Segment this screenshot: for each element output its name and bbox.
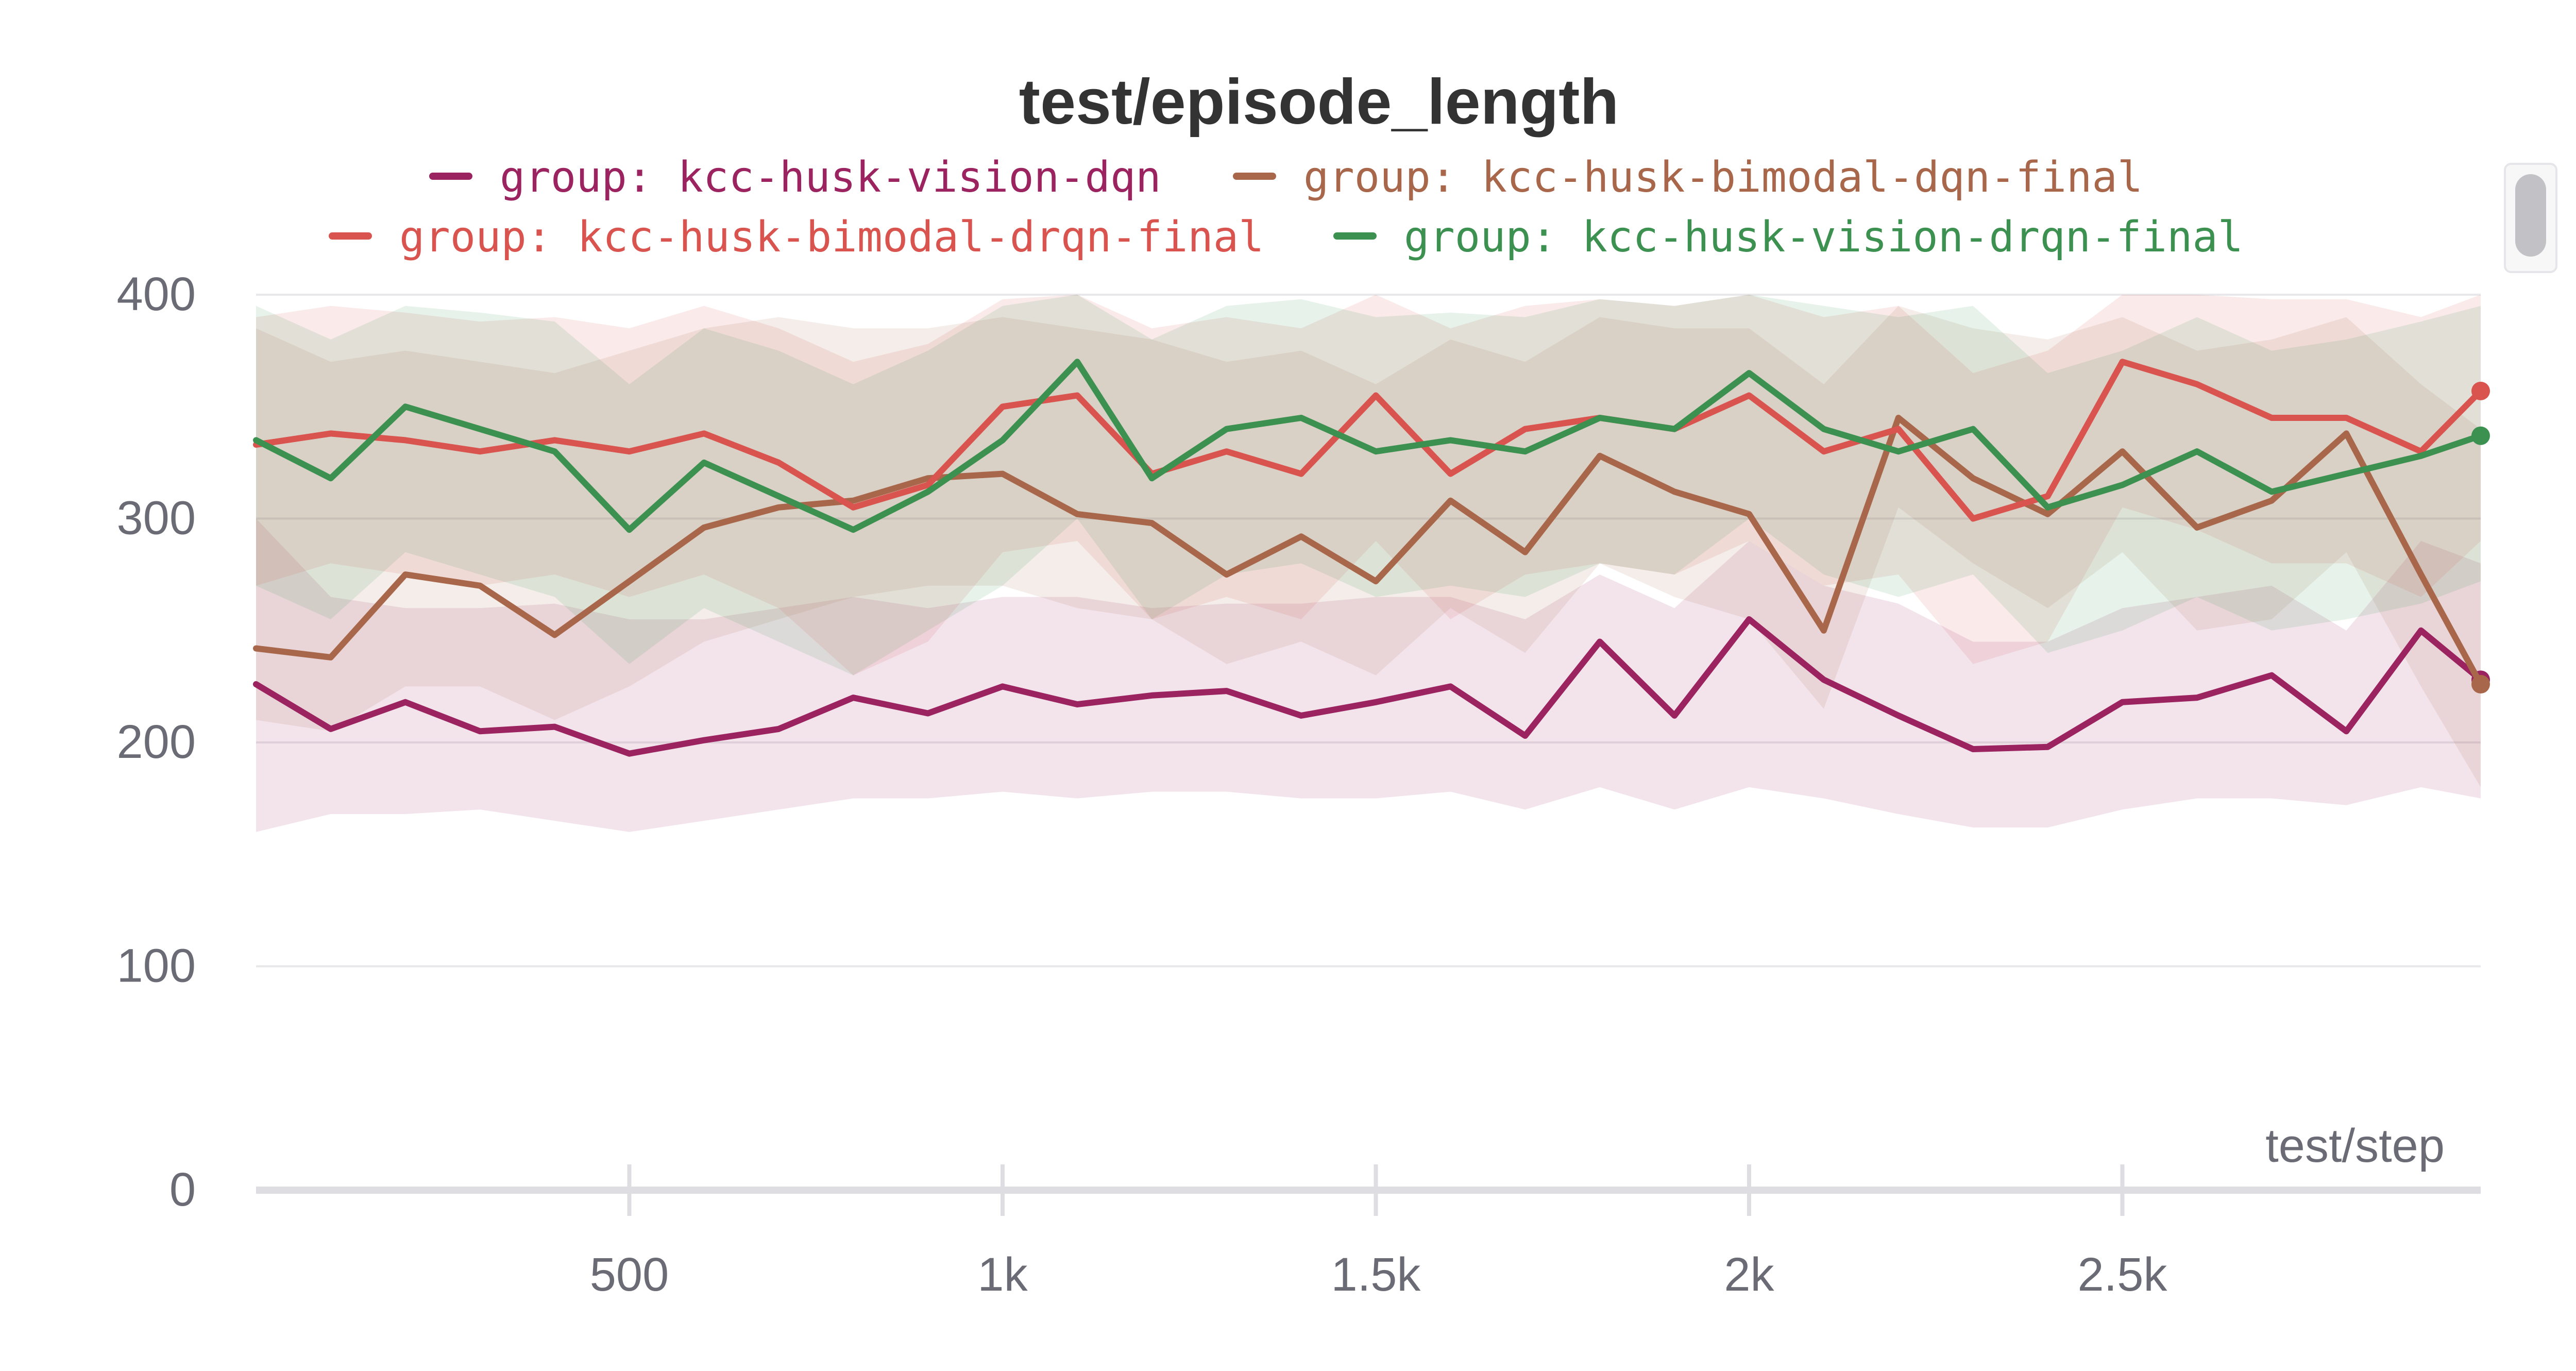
series-line[interactable] [253,616,2484,757]
chart-title: test/episode_length [1019,66,1619,138]
legend-item[interactable]: group: kcc-husk-bimodal-drqn-final [329,213,1264,262]
legend-item[interactable]: group: kcc-husk-bimodal-dqn-final [1233,153,2143,202]
x-tick-label: 500 [590,1248,669,1301]
axes: 500 1k 1.5k 2k 2.5k [256,1164,2481,1301]
scrollbar-thumb[interactable] [2515,174,2546,257]
legend-label: group: kcc-husk-bimodal-dqn-final [1303,153,2143,202]
x-tick-label: 2.5k [2078,1248,2168,1301]
confidence-bands [256,295,2481,832]
y-tick-label: 400 [117,268,196,320]
x-tick-label: 1.5k [1331,1248,1421,1301]
legend-item[interactable]: group: kcc-husk-vision-dqn [429,153,1161,202]
series-band [256,306,2481,787]
y-tick-label: 200 [117,716,196,768]
series-band [256,518,2481,832]
legend[interactable]: group: kcc-husk-vision-dqn group: kcc-hus… [329,153,2243,262]
series-line[interactable] [253,359,2484,522]
y-tick-label: 0 [170,1163,196,1216]
series-end-point [2471,675,2490,694]
legend-label: group: kcc-husk-vision-dqn [500,153,1161,202]
series-line[interactable] [253,415,2484,687]
y-tick-label: 100 [117,940,196,992]
series-band [256,295,2481,675]
legend-label: group: kcc-husk-bimodal-drqn-final [399,213,1264,262]
series-band [256,295,2481,675]
series-lines [253,359,2490,757]
legend-item[interactable]: group: kcc-husk-vision-drqn-final [1333,213,2243,262]
y-tick-label: 300 [117,492,196,545]
legend-label: group: kcc-husk-vision-drqn-final [1404,213,2243,262]
x-tick-label: 2k [1724,1248,1774,1301]
x-axis-label: test/step [2265,1120,2445,1172]
series-line[interactable] [253,359,2484,533]
x-tick-label: 1k [977,1248,1028,1301]
scrollbar[interactable] [2504,163,2557,273]
series-end-point [2471,381,2490,400]
grid: 0 100 200 300 400 [117,268,2481,1216]
series-end-point [2471,426,2490,445]
